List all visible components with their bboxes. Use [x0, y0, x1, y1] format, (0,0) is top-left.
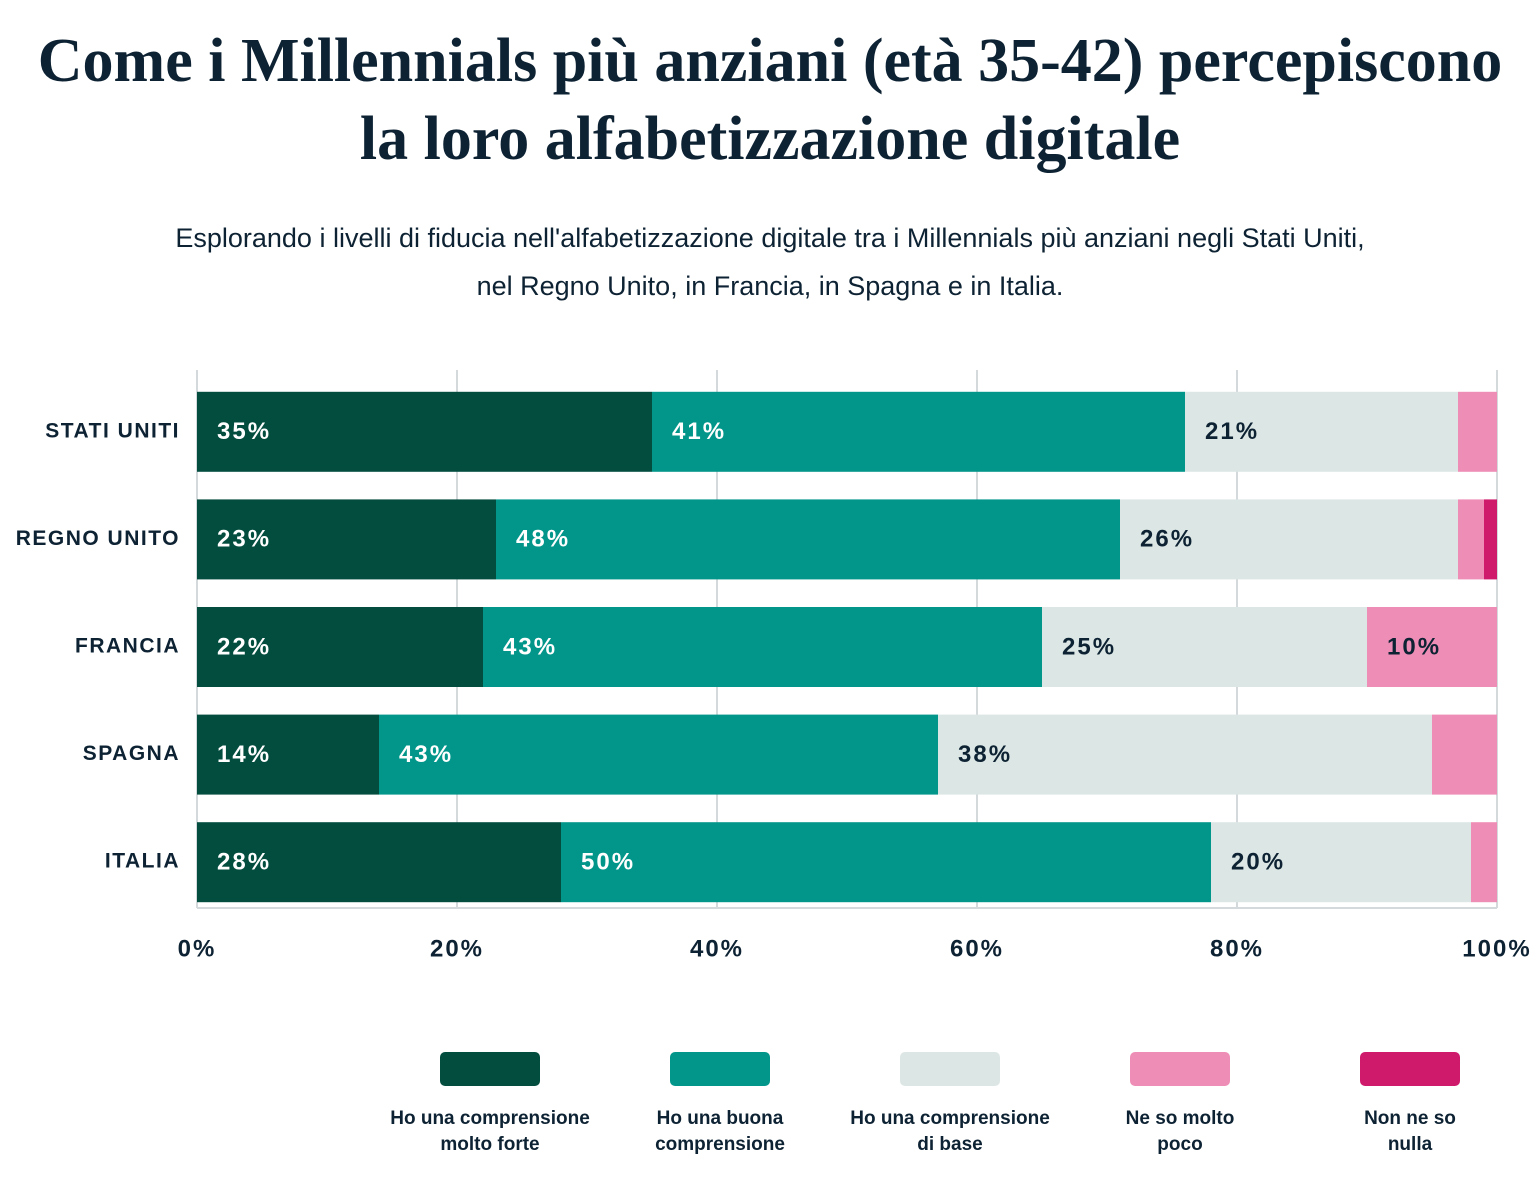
legend-label: Ho una comprensione molto forte [390, 1108, 590, 1155]
y-tick-label: ITALIA [105, 850, 180, 873]
bar-segment [1120, 499, 1458, 580]
legend-label: Ho una buona comprensione [655, 1108, 785, 1155]
x-tick-label: 60% [950, 935, 1004, 962]
data-label: 41% [672, 418, 726, 445]
legend-swatch [1130, 1052, 1230, 1086]
data-label: 43% [503, 633, 557, 660]
data-label: 43% [399, 741, 453, 768]
legend-label: Ho una comprensione di base [850, 1108, 1050, 1155]
data-label: 26% [1140, 526, 1194, 553]
bar-segment [197, 391, 652, 472]
legend-swatch [900, 1052, 1000, 1086]
legend-item: Non ne so nulla [1290, 1052, 1530, 1158]
legend-item: Ne so molto poco [1060, 1052, 1300, 1158]
x-tick-label: 80% [1210, 935, 1264, 962]
bar-segment [379, 714, 938, 795]
x-tick-label: 0% [178, 935, 217, 962]
data-label: 20% [1231, 849, 1285, 876]
bar-segment [496, 499, 1120, 580]
legend-label: Non ne so nulla [1364, 1108, 1456, 1155]
bar-segment [938, 714, 1432, 795]
legend-swatch [440, 1052, 540, 1086]
data-label: 50% [581, 849, 635, 876]
bar-segment [197, 714, 379, 795]
bar-segment [197, 822, 561, 903]
y-tick-label: STATI UNITI [45, 419, 180, 442]
legend-swatch [1360, 1052, 1460, 1086]
legend-item: Ho una comprensione di base [830, 1052, 1070, 1158]
bar-segment [1185, 391, 1458, 472]
chart-title: Come i Millennials più anziani (età 35-4… [37, 27, 1503, 173]
data-label: 28% [217, 849, 271, 876]
legend-label: Ne so molto poco [1125, 1108, 1235, 1155]
bar-segment [197, 499, 496, 580]
x-tick-label: 40% [690, 935, 744, 962]
data-label: 21% [1205, 418, 1259, 445]
data-label: 38% [958, 741, 1012, 768]
data-label: 14% [217, 741, 271, 768]
bar-segment [1211, 822, 1471, 903]
y-tick-label: FRANCIA [75, 635, 180, 658]
bar-segment [561, 822, 1211, 903]
data-label: 23% [217, 526, 271, 553]
bar-segment [1458, 391, 1497, 472]
data-label: 10% [1387, 633, 1441, 660]
bar-segment [1458, 499, 1484, 580]
legend-item: Ho una buona comprensione [600, 1052, 840, 1158]
x-tick-label: 100% [1462, 935, 1531, 962]
bar-segment [1367, 607, 1497, 687]
x-tick-label: 20% [430, 935, 484, 962]
y-tick-label: SPAGNA [83, 742, 180, 765]
data-label: 25% [1062, 633, 1116, 660]
legend-item: Ho una comprensione molto forte [370, 1052, 610, 1158]
legend-swatch [670, 1052, 770, 1086]
bar-segment [483, 607, 1042, 687]
y-tick-label: REGNO UNITO [16, 527, 180, 550]
bar-segment [197, 607, 483, 687]
bar-segment [1432, 714, 1497, 795]
data-label: 22% [217, 633, 271, 660]
chart-subtitle: Esplorando i livelli di fiducia nell'alf… [175, 223, 1365, 301]
bar-segment [1471, 822, 1497, 903]
bar-segment [1484, 499, 1497, 580]
bar-segment [652, 391, 1185, 472]
data-label: 35% [217, 418, 271, 445]
bar-segment [1042, 607, 1367, 687]
data-label: 48% [516, 526, 570, 553]
